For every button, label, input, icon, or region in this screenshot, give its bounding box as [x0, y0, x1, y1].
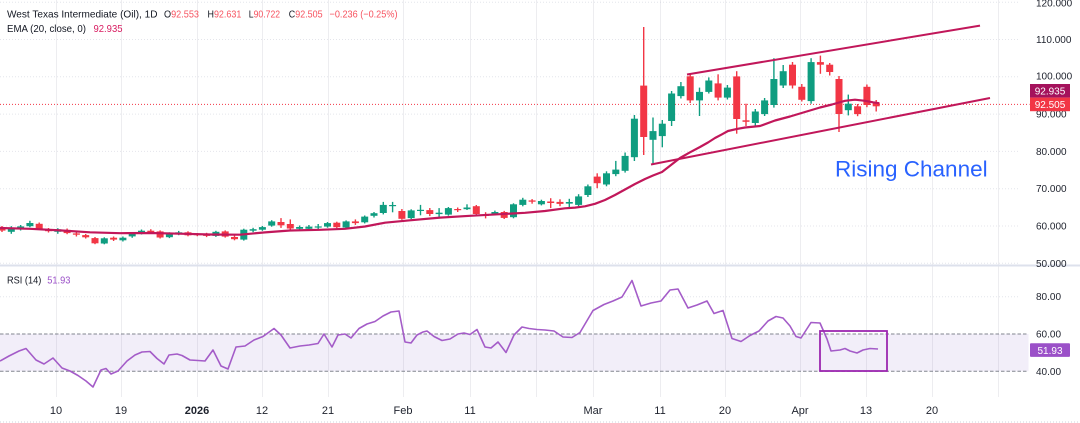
svg-text:70.000: 70.000: [1036, 184, 1067, 195]
svg-text:110.000: 110.000: [1036, 35, 1072, 46]
svg-text:40.00: 40.00: [1036, 367, 1061, 378]
svg-text:92.505: 92.505: [1035, 100, 1066, 111]
svg-text:80.00: 80.00: [1036, 292, 1061, 303]
svg-text:Apr: Apr: [791, 405, 808, 417]
svg-text:120.000: 120.000: [1036, 0, 1073, 10]
svg-text:13: 13: [860, 405, 872, 417]
svg-text:50.000: 50.000: [1036, 259, 1067, 270]
svg-text:2026: 2026: [185, 405, 209, 417]
svg-text:10: 10: [50, 405, 62, 417]
svg-text:RSI (14)51.93: RSI (14) 51.93: [7, 276, 71, 287]
svg-text:West Texas Intermediate (Oil),: West Texas Intermediate (Oil), 1D O92.553…: [7, 10, 398, 21]
svg-text:90.000: 90.000: [1036, 110, 1067, 121]
svg-text:60.00: 60.00: [1036, 330, 1061, 341]
svg-text:EMA (20, close, 0)92.935: EMA (20, close, 0) 92.935: [7, 24, 123, 35]
svg-text:51.93: 51.93: [1037, 346, 1062, 357]
svg-text:92.935: 92.935: [1035, 86, 1066, 97]
svg-text:Mar: Mar: [584, 405, 603, 417]
svg-text:11: 11: [654, 405, 665, 417]
svg-text:20: 20: [926, 405, 938, 417]
svg-text:21: 21: [322, 405, 334, 417]
svg-text:12: 12: [256, 405, 268, 417]
svg-text:80.000: 80.000: [1036, 147, 1067, 158]
svg-text:60.000: 60.000: [1036, 222, 1067, 233]
svg-text:20: 20: [719, 405, 731, 417]
svg-text:Feb: Feb: [394, 405, 413, 417]
svg-text:11: 11: [464, 405, 475, 417]
svg-text:100.000: 100.000: [1036, 72, 1073, 83]
svg-text:19: 19: [115, 405, 127, 417]
svg-text:Rising Channel: Rising Channel: [835, 157, 988, 182]
